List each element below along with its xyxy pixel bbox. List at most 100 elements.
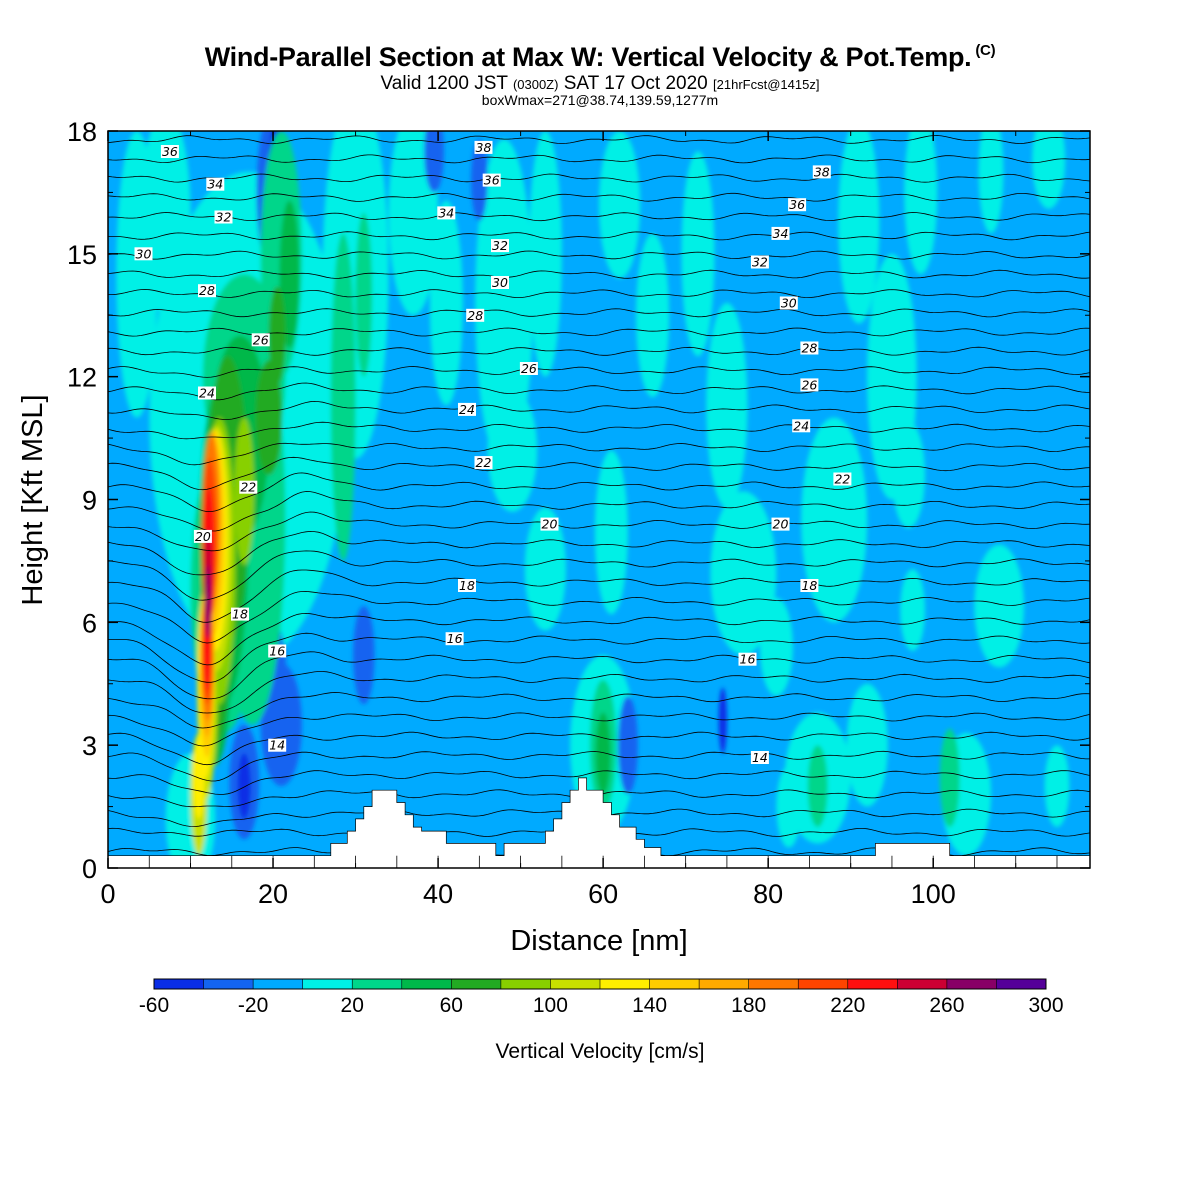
velocity-cell-6 bbox=[487, 389, 538, 512]
theta-label-32: 32 bbox=[491, 238, 509, 253]
theta-contour-line bbox=[108, 550, 1090, 601]
theta-label-text: 16 bbox=[269, 644, 285, 659]
theta-label-box bbox=[458, 579, 476, 592]
colorbar-tick-label: 180 bbox=[731, 994, 766, 1017]
theta-label-16: 16 bbox=[445, 631, 464, 646]
theta-label-text: 32 bbox=[752, 255, 768, 270]
theta-label-34: 34 bbox=[206, 177, 225, 192]
velocity-cell-23 bbox=[846, 683, 888, 807]
theta-label-box bbox=[750, 751, 769, 764]
theta-contour-line bbox=[108, 632, 1090, 683]
theta-label-30: 30 bbox=[779, 296, 798, 311]
theta-label-34: 34 bbox=[771, 226, 790, 241]
theta-label-box bbox=[206, 177, 225, 191]
velocity-cell-13 bbox=[801, 417, 868, 623]
theta-label-box bbox=[738, 652, 757, 666]
chart-title: Wind-Parallel Section at Max W: Vertical… bbox=[204, 42, 996, 72]
theta-contour-line bbox=[108, 569, 1090, 623]
velocity-cell-10 bbox=[706, 302, 748, 508]
theta-label-box bbox=[833, 472, 852, 486]
theta-label-20: 20 bbox=[193, 529, 212, 544]
x-axis-label: Distance [nm] bbox=[510, 925, 687, 957]
x-tick-label: 40 bbox=[423, 879, 453, 909]
theta-label-36: 36 bbox=[160, 144, 179, 159]
colorbar-tick-label: 140 bbox=[632, 994, 667, 1017]
theta-label-text: 28 bbox=[467, 308, 483, 323]
theta-label-box bbox=[251, 333, 270, 347]
velocity-cell-82 bbox=[205, 565, 211, 639]
theta-label-text: 16 bbox=[740, 652, 756, 667]
y-tick-label: 12 bbox=[67, 363, 97, 393]
colorbar-bin bbox=[649, 979, 700, 989]
theta-label-36: 36 bbox=[788, 197, 807, 212]
theta-contour-line bbox=[108, 346, 1090, 356]
theta-label-26: 26 bbox=[519, 361, 538, 376]
colorbar-bin bbox=[203, 979, 254, 989]
theta-label-box bbox=[198, 386, 216, 400]
theta-label-26: 26 bbox=[251, 332, 270, 347]
theta-label-text: 16 bbox=[447, 631, 463, 646]
theta-label-box bbox=[268, 644, 287, 658]
theta-label-text: 36 bbox=[789, 197, 805, 212]
theta-label-38: 38 bbox=[474, 140, 493, 155]
theta-label-22: 22 bbox=[833, 472, 852, 487]
velocity-cell-41 bbox=[618, 696, 638, 795]
theta-contour-line bbox=[108, 456, 1090, 491]
theta-label-text: 38 bbox=[814, 164, 830, 179]
theta-label-16: 16 bbox=[738, 652, 757, 667]
theta-contour-line bbox=[108, 511, 1090, 552]
theta-contour-labels: 3634323028262422201816143836343230282624… bbox=[134, 140, 852, 765]
theta-label-box bbox=[134, 247, 153, 261]
theta-label-box bbox=[482, 173, 501, 187]
velocity-cell-57 bbox=[595, 712, 611, 795]
colorbar: -60 -20 20 60 100 140 180 220 260 300 Vertical Vel… bbox=[139, 978, 1064, 1063]
y-tick-label: 6 bbox=[82, 608, 97, 638]
theta-label-box bbox=[160, 145, 179, 158]
velocity-cell-47 bbox=[330, 233, 356, 561]
y-axis-label: Height [Kft MSL] bbox=[17, 394, 49, 605]
theta-label-box bbox=[800, 579, 819, 592]
colorbar-bin bbox=[798, 979, 849, 989]
theta-label-text: 14 bbox=[269, 738, 285, 753]
theta-label-30: 30 bbox=[134, 246, 153, 261]
theta-label-text: 34 bbox=[773, 226, 789, 241]
velocity-cell-28 bbox=[429, 200, 463, 406]
velocity-cell-40 bbox=[353, 606, 375, 705]
colorbar-bin bbox=[352, 979, 403, 989]
colorbar-bin bbox=[550, 979, 601, 989]
theta-contour-line bbox=[108, 327, 1090, 337]
theta-label-box bbox=[458, 402, 476, 416]
theta-label-box bbox=[771, 226, 790, 240]
theta-label-box bbox=[800, 341, 819, 355]
theta-contour-line bbox=[108, 651, 1090, 700]
colorbar-bin bbox=[253, 979, 304, 989]
theta-label-14: 14 bbox=[750, 750, 769, 765]
theta-label-box bbox=[540, 517, 559, 531]
theta-label-box bbox=[214, 210, 233, 224]
x-tick-label: 0 bbox=[100, 879, 115, 909]
colorbar-bin bbox=[154, 979, 204, 989]
theta-contour-line bbox=[108, 692, 1090, 729]
theta-contour-line bbox=[108, 308, 1090, 318]
theta-contours bbox=[108, 135, 1090, 857]
colorbar-tick-label: 300 bbox=[1028, 994, 1063, 1017]
theta-label-text: 34 bbox=[207, 177, 223, 192]
theta-label-box bbox=[239, 480, 258, 494]
velocity-cell-9 bbox=[681, 151, 715, 357]
velocity-cell-11 bbox=[710, 491, 777, 656]
theta-label-14: 14 bbox=[268, 738, 287, 753]
velocity-cell-20 bbox=[900, 569, 925, 651]
velocity-cell-42 bbox=[718, 687, 727, 754]
theta-label-text: 18 bbox=[459, 578, 475, 593]
theta-label-box bbox=[771, 517, 790, 531]
theta-contour-line bbox=[108, 770, 1090, 795]
theta-contour-line bbox=[108, 750, 1090, 782]
theta-label-text: 26 bbox=[521, 361, 537, 376]
colorbar-tick-label: -20 bbox=[238, 994, 268, 1017]
theta-contour-line bbox=[108, 712, 1090, 747]
colorbar-bin bbox=[847, 979, 898, 989]
x-tick-label: 100 bbox=[911, 879, 956, 909]
theta-label-text: 18 bbox=[801, 578, 817, 593]
colorbar-bin bbox=[748, 979, 799, 989]
